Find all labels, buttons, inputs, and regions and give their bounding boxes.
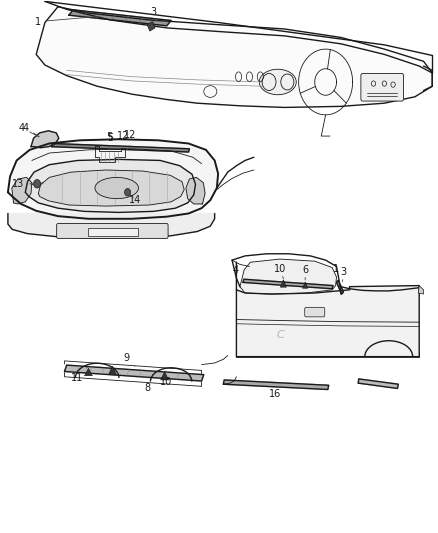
FancyBboxPatch shape [305,308,325,317]
Text: 10: 10 [274,264,286,279]
Bar [88,228,138,236]
Polygon shape [25,159,195,213]
Text: 11: 11 [71,367,87,383]
Polygon shape [147,21,155,31]
Polygon shape [85,368,92,376]
Text: 1: 1 [333,264,339,279]
Polygon shape [109,366,116,375]
Text: 12: 12 [124,130,136,146]
Text: 16: 16 [268,383,281,399]
Polygon shape [240,259,336,294]
Polygon shape [64,365,204,381]
Text: 4: 4 [18,123,39,137]
FancyBboxPatch shape [57,223,168,238]
Ellipse shape [259,69,296,95]
Polygon shape [39,170,184,206]
FancyBboxPatch shape [361,74,403,101]
Text: 5: 5 [106,132,113,150]
Text: 9: 9 [124,353,134,366]
Polygon shape [418,286,424,294]
Text: 4: 4 [22,123,39,136]
Circle shape [34,180,41,188]
Polygon shape [69,10,171,26]
Text: 3: 3 [151,7,157,22]
Text: 10: 10 [160,371,172,386]
Text: 8: 8 [144,377,150,393]
Polygon shape [186,177,205,204]
Text: 12: 12 [117,131,130,147]
Polygon shape [161,372,169,380]
Polygon shape [303,282,308,288]
Polygon shape [336,280,343,294]
Polygon shape [31,131,59,148]
Circle shape [124,189,131,196]
Text: 14: 14 [129,194,141,205]
Text: 13: 13 [12,179,34,189]
Text: 4: 4 [233,265,244,281]
Polygon shape [36,7,432,108]
Polygon shape [358,379,398,389]
Text: C: C [276,330,284,341]
Polygon shape [237,262,419,357]
Polygon shape [243,279,333,289]
Polygon shape [12,177,32,204]
Text: 6: 6 [302,265,308,280]
Polygon shape [223,380,328,390]
Text: 5: 5 [107,133,113,150]
Text: 3: 3 [340,267,346,282]
Polygon shape [280,280,286,287]
Text: 1: 1 [35,17,99,27]
Polygon shape [8,139,218,219]
Polygon shape [51,143,189,152]
Polygon shape [8,214,215,238]
Ellipse shape [95,177,138,199]
